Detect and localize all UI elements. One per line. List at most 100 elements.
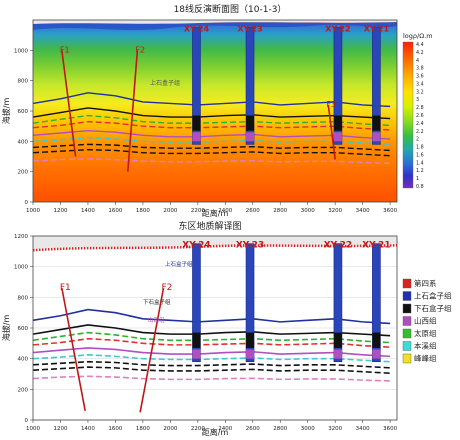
top-panel: 18线反演断面图（10-1-3） XY-24 XY-23 XY-22 XY-21 F1… [1,3,433,218]
legend-label: 峰峰组 [414,353,437,363]
y-tick-label: 400 [18,357,29,363]
y-tick-label: 0 [25,418,29,424]
x-tick-label: 3400 [356,426,370,432]
top-strata-label: 上石盒子组 [150,79,180,87]
colorbar-tick-label: 4.2 [416,50,424,56]
borehole-label: XY-23 [237,25,262,34]
x-tick-label: 2000 [163,426,177,432]
layer-line [32,366,391,375]
bottom-label-upper-shihezi: 上石盒子组 [165,260,193,268]
x-tick-label: 2400 [218,208,232,214]
colorbar-tick-label: 3.2 [416,89,424,95]
borehole [245,243,255,363]
y-tick-label: 200 [18,170,29,176]
bottom-label-lower-shihezi: 下石盒子组 [143,298,171,306]
borehole-shanxi-segment [192,132,201,142]
x-tick-label: 1000 [26,208,40,214]
borehole-shanxi-segment [246,132,255,142]
top-boreholes: XY-24 XY-23 XY-22 XY-21 [184,25,390,145]
borehole-coal-seam [333,115,342,131]
fault-line [126,50,139,172]
top-title: 18线反演断面图（10-1-3） [174,3,287,15]
borehole-label: XY-23 [236,241,264,251]
legend-label: 下石盒子组 [414,303,452,313]
y-tick-label: 1000 [14,48,28,54]
borehole-coal-seam [192,332,201,348]
bottom-boreholes: XY-24 XY-23 XY-22 XY-21 [182,241,391,363]
bottom-y-axis: 0 200 400 600 800 1000 1200 [14,234,33,424]
colorbar-tick-label: 1 [416,176,419,182]
legend-swatch [402,328,412,339]
legend-swatch [402,291,412,301]
borehole-coal-seam [192,115,201,131]
borehole-label: XY-24 [184,25,210,34]
x-tick-label: 2800 [273,208,287,214]
top-y-axis: 0 200 400 600 800 1000 [14,48,33,206]
layer-line [32,143,391,152]
y-tick-label: 600 [18,326,29,332]
x-tick-label: 2000 [163,208,177,214]
x-tick-label: 1400 [81,208,95,214]
borehole-coal-seam [372,115,381,131]
borehole-coal-seam [246,332,255,348]
x-tick-label: 3000 [301,208,315,214]
bottom-terrain [33,236,397,249]
colorbar-tick-label: 4 [416,58,419,64]
x-tick-label: 1400 [81,426,95,432]
borehole-shanxi-segment [246,349,255,359]
layer-line [32,148,391,157]
layer-line [32,331,391,344]
bottom-xlabel: 距离/m [202,427,229,437]
x-tick-label: 2600 [246,208,260,214]
borehole-coal-seam [246,115,255,131]
bottom-layer-lines [32,308,391,382]
bottom-fault-lines: F1 F2 [60,283,172,413]
borehole-shanxi-segment [333,349,342,359]
colorbar-tick-label: 2.2 [416,129,424,135]
borehole [333,243,343,363]
fault-label: F1 [60,45,70,54]
colorbar-tick-label: 3.6 [416,74,424,80]
bottom-ylabel: 海拔/m [1,315,11,342]
borehole [372,243,381,363]
y-tick-label: 0 [25,200,29,206]
borehole-shanxi-segment [372,132,381,142]
borehole-label: XY-22 [325,25,350,34]
x-tick-label: 3600 [383,426,397,432]
borehole-shanxi-segment [372,349,381,359]
bottom-x-axis: 1000 1200 1400 1600 1800 2000 2200 2400 2600 2800… [26,420,398,432]
colorbar-tick-label: 4.4 [416,42,424,48]
legend-swatch [402,316,412,326]
colorbar-tick-label: 2.8 [416,105,424,111]
x-tick-label: 3200 [328,208,342,214]
x-tick-label: 2600 [246,426,260,432]
fault-label: F1 [60,283,71,293]
layer-line [32,158,391,165]
x-tick-label: 3400 [356,208,370,214]
bottom-label-shanxi: 山西组 [148,316,165,324]
legend-label: 上石盒子组 [414,291,452,301]
fault-line [61,50,77,157]
x-tick-label: 3600 [383,208,397,214]
x-tick-label: 1600 [108,208,122,214]
x-tick-label: 1000 [26,426,40,432]
bottom-panel: 东区地质解译图 XY-24 XY-23 XY-22 XY-21 F1 F2 上石盒子组 … [1,220,452,437]
legend-label: 太原组 [414,328,437,338]
colorbar-tick-label: 1.8 [416,145,424,151]
layer-line [32,347,391,358]
borehole-coal-seam [372,332,381,348]
fault-line [327,104,336,160]
colorbar-tick-label: 3.8 [416,66,424,72]
legend-label: 本溪组 [414,341,437,351]
x-tick-label: 2200 [191,208,205,214]
colorbar-tick-label: 1.2 [416,168,424,174]
legend-swatch [402,353,412,364]
legend-label: 山西组 [414,316,437,326]
colorbar-tick-label: 3.4 [416,81,424,87]
layer-line [32,375,391,382]
y-tick-label: 1200 [14,234,28,240]
borehole-label: XY-21 [364,25,390,34]
colorbar-tick-label: 2.6 [416,113,424,119]
colorbar-ticks: 4.4 4.2 4 3.8 3.63.4 3.2 3 2.8 2.6 2.4 2.2 2 1.81.6 1… [416,42,424,190]
